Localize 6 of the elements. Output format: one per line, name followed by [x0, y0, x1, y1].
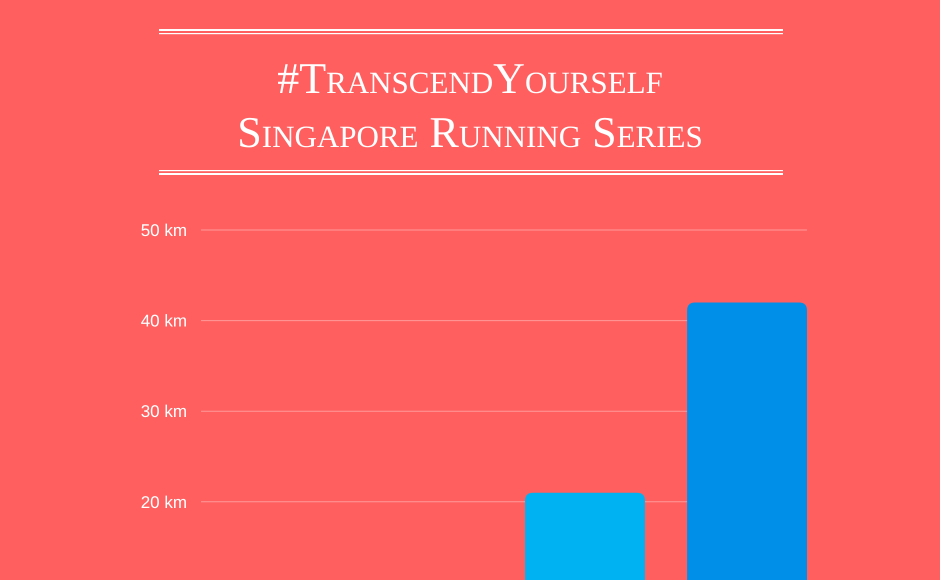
chart-subtitle: Singapore Running Series — [237, 108, 703, 157]
chart-title: #TranscendYourself — [277, 54, 663, 103]
y-tick-label: 30 km — [140, 402, 187, 422]
y-tick-label: 50 km — [140, 220, 187, 240]
y-tick-label: 40 km — [140, 312, 187, 331]
y-tick-label: 20 km — [140, 492, 187, 512]
